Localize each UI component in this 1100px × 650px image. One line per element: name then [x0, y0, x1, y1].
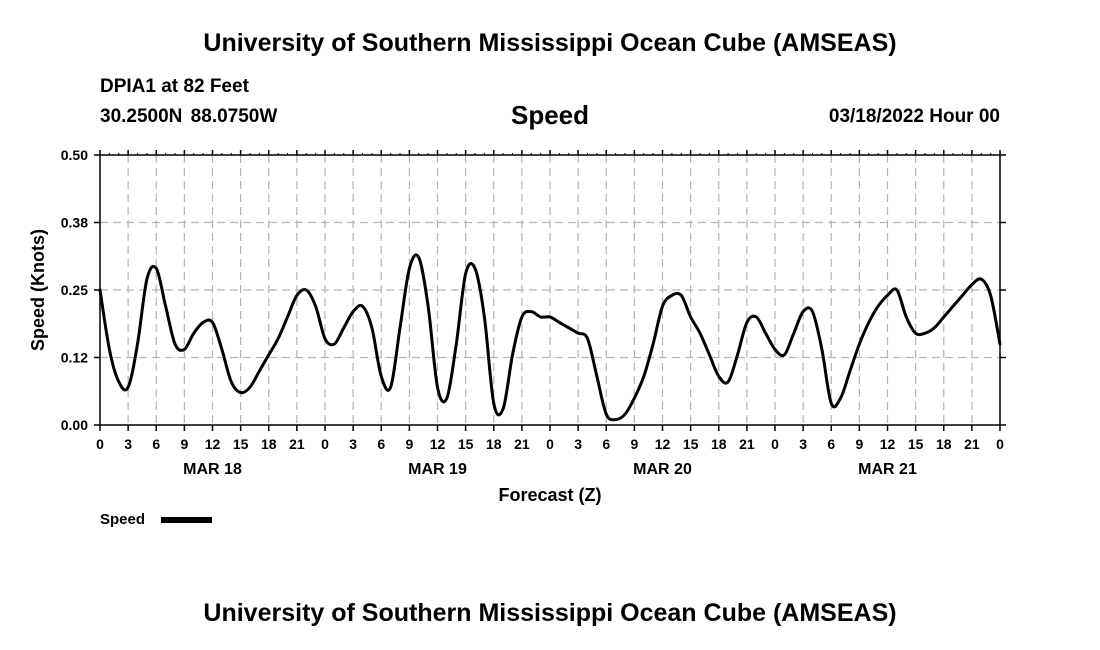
y-tick-labels: 0.00 0.12 0.25 0.38 0.50: [61, 147, 88, 433]
y-tick-label: 0.25: [61, 282, 88, 298]
x-tick-label: 6: [602, 436, 610, 452]
x-tick-label: 12: [655, 436, 671, 452]
x-tick-label: 6: [827, 436, 835, 452]
x-tick-label: 9: [180, 436, 188, 452]
footer-title: University of Southern Mississippi Ocean…: [203, 599, 897, 627]
x-tick-label: 12: [880, 436, 896, 452]
x-tick-label: 15: [908, 436, 924, 452]
x-tick-label: 0: [96, 436, 104, 452]
x-tick-labels: 0 3 6 9 12 15 18 21 0 3 6 9 12 15 18 21 0 3 6 9 12 15 18 21 0 3 6 9…: [96, 436, 1004, 452]
x-tick-label: 21: [514, 436, 530, 452]
x-tick-label: 3: [124, 436, 132, 452]
legend: Speed: [100, 511, 212, 528]
x-tick-label: 18: [711, 436, 727, 452]
y-axis-title: Speed (Knots): [28, 229, 48, 351]
x-tick-label: 12: [205, 436, 221, 452]
x-tick-label: 9: [855, 436, 863, 452]
x-tick-label: 3: [799, 436, 807, 452]
x-tick-label: 0: [771, 436, 779, 452]
x-tick-label: 9: [405, 436, 413, 452]
x-tick-label: 18: [486, 436, 502, 452]
x-tick-label: 15: [233, 436, 249, 452]
station-label: DPIA1 at 82 Feet: [100, 76, 249, 97]
station-coordinates: 30.2500N 88.0750W: [100, 106, 278, 127]
x-tick-label: 0: [996, 436, 1004, 452]
x-tick-label: 15: [458, 436, 474, 452]
x-tick-label: 0: [546, 436, 554, 452]
x-tick-label: 21: [289, 436, 305, 452]
speed-chart: 0.00 0.12 0.25 0.38 0.50 0 3 6 9 12 15 18 21 0 3 6 9 12 1…: [28, 147, 1006, 528]
main-title: University of Southern Mississippi Ocean…: [203, 29, 897, 57]
x-tick-label: 18: [936, 436, 952, 452]
y-tick-label: 0.50: [61, 147, 88, 163]
x-tick-label: 6: [152, 436, 160, 452]
x-axis-title: Forecast (Z): [498, 485, 601, 505]
legend-swatch: [161, 517, 212, 523]
x-tick-label: 9: [630, 436, 638, 452]
date-label: MAR 18: [183, 461, 242, 478]
y-tick-label: 0.38: [61, 215, 88, 231]
x-tick-label: 3: [349, 436, 357, 452]
x-tick-label: 6: [377, 436, 385, 452]
legend-label: Speed: [100, 511, 145, 528]
forecast-datetime: 03/18/2022 Hour 00: [828, 106, 1000, 127]
tick-layer: [94, 150, 1006, 431]
x-tick-label: 15: [683, 436, 699, 452]
y-tick-label: 0.12: [61, 350, 88, 366]
x-tick-label: 21: [964, 436, 980, 452]
date-labels: MAR 18 MAR 19 MAR 20 MAR 21: [183, 461, 917, 478]
x-tick-label: 0: [321, 436, 329, 452]
date-label: MAR 19: [408, 461, 467, 478]
chart-title: Speed: [510, 100, 590, 130]
x-tick-label: 21: [739, 436, 755, 452]
date-label: MAR 21: [858, 461, 917, 478]
speed-series-line: [98, 253, 1002, 422]
x-tick-label: 3: [574, 436, 582, 452]
y-tick-label: 0.00: [61, 417, 88, 433]
x-tick-label: 12: [430, 436, 446, 452]
date-label: MAR 20: [633, 461, 692, 478]
grid-layer: [100, 155, 1000, 425]
x-tick-label: 18: [261, 436, 277, 452]
